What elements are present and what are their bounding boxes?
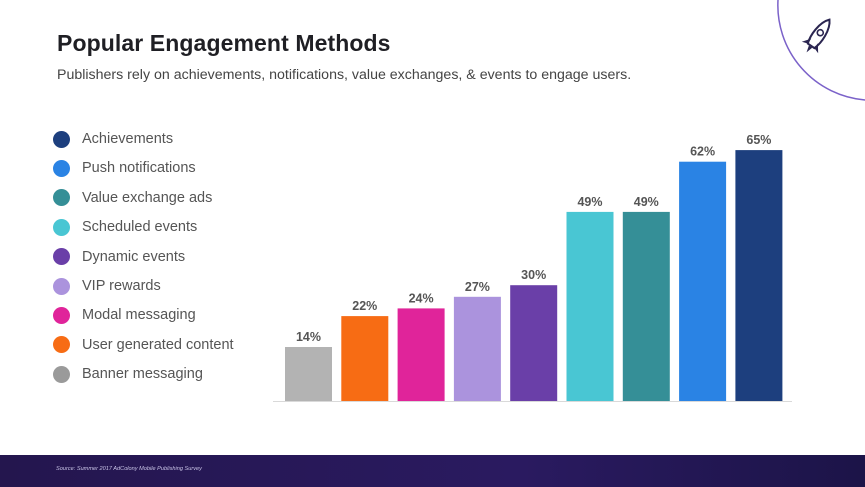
legend-label: Achievements [82,131,174,147]
legend-item: User generated content [53,335,283,355]
bar-value-label: 49% [634,195,659,209]
bar-chart: 14% 22% 24% 27% 30% 49% 49% 62% 65% [273,133,792,402]
legend-item: Achievements [53,129,283,149]
bar-value-label: 24% [409,291,434,305]
legend-label: VIP rewards [82,278,161,294]
legend-swatch [53,306,70,324]
bar-value-label: 62% [690,145,715,159]
page-title: Popular Engagement Methods [57,30,391,56]
bar [510,285,558,401]
legend-swatch [53,189,70,207]
bar-value-label: 30% [521,268,546,282]
bar [566,211,614,401]
legend-swatch [53,248,70,266]
legend-item: Modal messaging [53,305,283,325]
legend-item: VIP rewards [53,276,283,296]
rocket-icon [801,18,831,54]
legend-label: Push notifications [82,160,196,177]
legend-swatch [53,218,70,236]
legend-label: Scheduled events [82,219,198,236]
bar-value-label: 49% [577,195,602,209]
bar [285,347,332,401]
legend-swatch [53,336,70,354]
legend-swatch [53,365,70,383]
legend-item: Banner messaging [53,364,283,384]
source-note: Source: Summer 2017 AdColony Mobile Publ… [56,466,202,472]
legend-label: Modal messaging [82,307,196,324]
bar [735,150,783,401]
page-subtitle: Publishers rely on achievements, notific… [57,67,632,83]
bar-value-label: 14% [296,330,321,344]
bar [679,161,727,401]
bar-value-label: 27% [465,280,490,294]
legend-label: Banner messaging [82,366,203,383]
legend-label: Value exchange ads [82,189,213,206]
legend-label: User generated content [82,336,234,353]
bar [341,316,389,401]
legend-item: Scheduled events [53,217,283,237]
legend-item: Dynamic events [53,247,283,267]
legend-swatch [53,159,70,177]
legend-item: Value exchange ads [53,188,283,208]
bar [453,296,501,401]
footer-bar: Source: Summer 2017 AdColony Mobile Publ… [0,455,865,487]
legend-label: Dynamic events [82,248,186,265]
legend-swatch [53,130,70,148]
legend-item: Push notifications [53,158,283,178]
bar [397,308,445,401]
legend-swatch [53,277,70,295]
bar-value-label: 65% [746,133,771,147]
bar-value-label: 22% [352,299,377,313]
bar [622,211,670,401]
